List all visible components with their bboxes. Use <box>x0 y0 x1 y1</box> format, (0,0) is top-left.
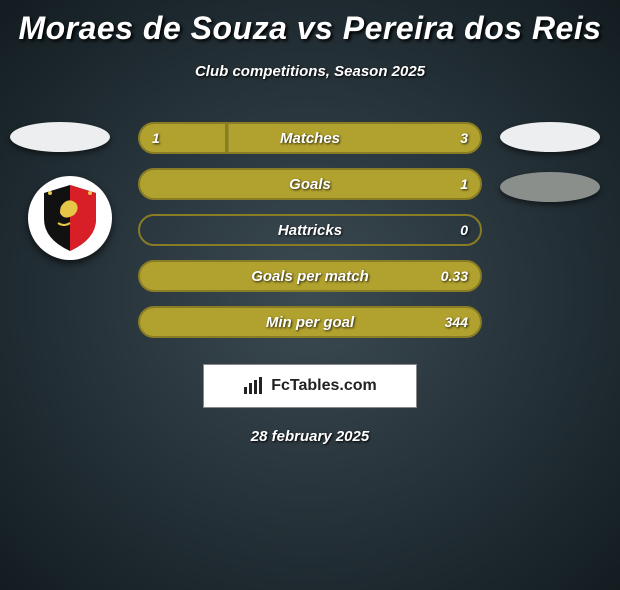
fctables-logo-box: FcTables.com <box>203 364 417 408</box>
player-right-badge-1 <box>500 122 600 152</box>
comparison-bars: Matches 1 3 Goals 1 Hattricks 0 Goals per match… <box>138 122 482 338</box>
stat-label: Matches <box>280 130 340 147</box>
fctables-logo-text: FcTables.com <box>271 377 377 395</box>
stat-value-left: 1 <box>152 130 160 146</box>
page-subtitle: Club competitions, Season 2025 <box>0 63 620 80</box>
stat-bar: Min per goal 344 <box>138 306 482 338</box>
page-title: Moraes de Souza vs Pereira dos Reis <box>0 10 620 47</box>
stat-label: Goals <box>289 176 331 193</box>
stat-value-right: 344 <box>445 314 468 330</box>
shield-icon <box>40 183 100 253</box>
stat-value-right: 0.33 <box>441 268 468 284</box>
club-badge-left <box>28 176 112 260</box>
player-right-badge-2 <box>500 172 600 202</box>
stat-value-right: 1 <box>460 176 468 192</box>
stat-value-right: 3 <box>460 130 468 146</box>
stat-label: Min per goal <box>266 314 354 331</box>
stat-value-right: 0 <box>460 222 468 238</box>
stat-bar: Hattricks 0 <box>138 214 482 246</box>
stat-label: Goals per match <box>251 268 369 285</box>
comparison-content: Matches 1 3 Goals 1 Hattricks 0 Goals per match… <box>0 122 620 445</box>
bars-icon <box>243 377 265 395</box>
date-text: 28 february 2025 <box>0 428 620 445</box>
stat-bar: Matches 1 3 <box>138 122 482 154</box>
stat-bar: Goals per match 0.33 <box>138 260 482 292</box>
stat-label: Hattricks <box>278 222 342 239</box>
stat-bar: Goals 1 <box>138 168 482 200</box>
player-left-badge <box>10 122 110 152</box>
